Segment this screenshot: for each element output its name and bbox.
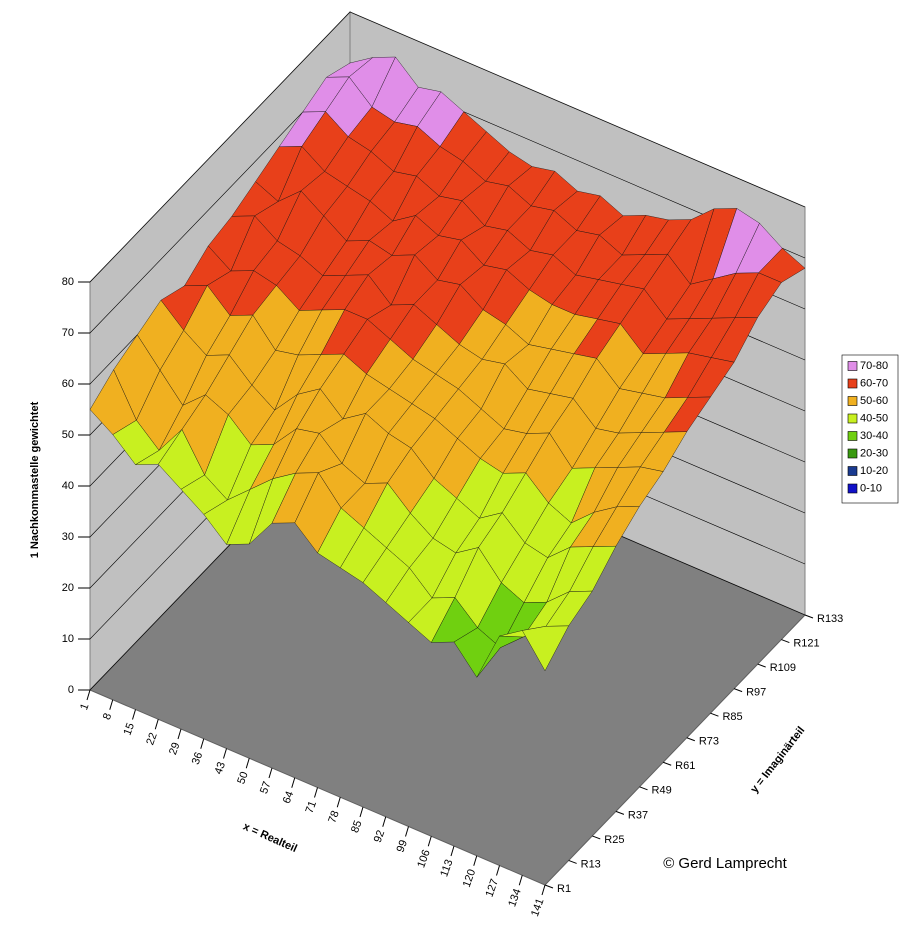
x-tick-label: 43 <box>213 760 228 776</box>
x-tick <box>427 836 432 847</box>
legend-swatch <box>847 361 858 371</box>
y-tick <box>615 810 625 815</box>
y-tick-label: R49 <box>652 785 672 797</box>
x-tick <box>359 806 364 818</box>
z-tick-label: 0 <box>68 684 74 696</box>
x-tick <box>405 826 409 837</box>
x-tick <box>541 884 546 896</box>
legend-label: 50-60 <box>860 395 888 407</box>
x-tick-label: 120 <box>461 868 479 889</box>
surface-patch <box>521 625 569 672</box>
y-tick <box>710 712 719 717</box>
y-tick <box>663 761 672 766</box>
legend-swatch <box>847 378 858 389</box>
y-tick <box>639 786 648 791</box>
z-tick-label: 50 <box>62 429 74 441</box>
legend-label: 70-80 <box>860 360 888 372</box>
x-tick-label: 127 <box>483 877 501 898</box>
x-tick <box>473 855 478 866</box>
x-tick <box>154 719 159 730</box>
y-tick-label: R109 <box>770 662 796 674</box>
y-tick-label: R1 <box>557 883 571 895</box>
z-tick-label: 80 <box>62 276 74 288</box>
x-tick <box>223 748 227 759</box>
x-axis-title: x = Realteil <box>241 821 299 855</box>
legend-label: 20-30 <box>860 447 888 459</box>
legend-swatch <box>847 466 858 476</box>
z-tick-label: 40 <box>62 480 74 492</box>
x-tick-label: 113 <box>438 858 455 879</box>
y-tick-label: R37 <box>628 809 648 821</box>
x-tick <box>496 865 500 876</box>
z-tick-label: 60 <box>62 378 74 390</box>
x-tick-label: 78 <box>326 809 341 825</box>
y-tick <box>544 884 554 889</box>
x-tick-label: 15 <box>122 721 137 737</box>
x-tick <box>132 709 136 720</box>
x-tick-label: 141 <box>529 897 547 918</box>
legend-swatch <box>847 413 858 424</box>
x-tick <box>450 845 455 857</box>
x-tick-label: 1 <box>78 702 91 712</box>
legend-label: 60-70 <box>860 377 888 389</box>
y-tick <box>592 835 601 840</box>
y-tick-label: R25 <box>604 834 624 846</box>
y-tick-label: R73 <box>699 736 719 748</box>
legend-swatch <box>847 448 858 459</box>
legend-swatch <box>847 431 858 441</box>
legend-swatch <box>847 396 858 406</box>
x-tick-label: 64 <box>281 790 296 806</box>
x-tick <box>177 728 182 740</box>
x-tick-label: 29 <box>167 741 182 757</box>
x-tick <box>245 758 250 769</box>
x-tick-label: 57 <box>258 780 273 796</box>
x-tick-label: 92 <box>372 829 387 845</box>
z-tick-label: 20 <box>62 582 74 594</box>
x-tick <box>336 797 341 808</box>
grid-line <box>89 11 806 283</box>
x-tick <box>291 777 296 788</box>
x-tick <box>109 699 114 710</box>
x-tick-label: 106 <box>415 848 433 869</box>
y-tick <box>686 737 695 742</box>
z-tick-label: 30 <box>62 531 74 543</box>
x-tick-label: 8 <box>101 712 114 722</box>
x-tick <box>314 787 318 798</box>
x-tick <box>200 738 205 749</box>
y-axis-title: y = Imaginärteil <box>748 725 807 796</box>
y-tick <box>733 688 743 693</box>
z-tick-label: 70 <box>62 327 74 339</box>
x-tick <box>86 689 91 701</box>
y-tick-label: R85 <box>722 711 742 723</box>
x-tick-label: 85 <box>349 819 364 835</box>
y-tick-label: R13 <box>581 858 601 870</box>
y-tick-label: R97 <box>746 687 766 699</box>
y-tick <box>757 663 766 668</box>
x-tick-label: 36 <box>190 751 205 767</box>
x-tick-label: 22 <box>144 731 159 747</box>
legend-label: 0-10 <box>860 482 882 494</box>
x-tick-label: 50 <box>235 770 250 786</box>
x-tick-label: 71 <box>304 799 319 815</box>
y-tick <box>781 639 790 644</box>
z-axis-title: 1 Nachkommastelle gewichtet <box>29 401 41 558</box>
y-tick-label: R133 <box>817 613 843 625</box>
legend-label: 30-40 <box>860 430 888 442</box>
x-tick-label: 134 <box>506 887 524 908</box>
credit: © Gerd Lamprecht <box>663 855 787 872</box>
y-tick-label: R61 <box>675 760 695 772</box>
legend-label: 40-50 <box>860 412 888 424</box>
z-tick-label: 10 <box>62 633 74 645</box>
y-tick-label: R121 <box>793 637 819 649</box>
y-tick <box>804 614 814 619</box>
x-tick <box>268 767 273 779</box>
x-tick <box>518 875 523 886</box>
y-tick <box>568 859 577 864</box>
x-tick <box>382 816 387 827</box>
legend-label: 10-20 <box>860 465 888 477</box>
x-tick-label: 99 <box>395 838 410 854</box>
legend-swatch <box>847 483 858 494</box>
